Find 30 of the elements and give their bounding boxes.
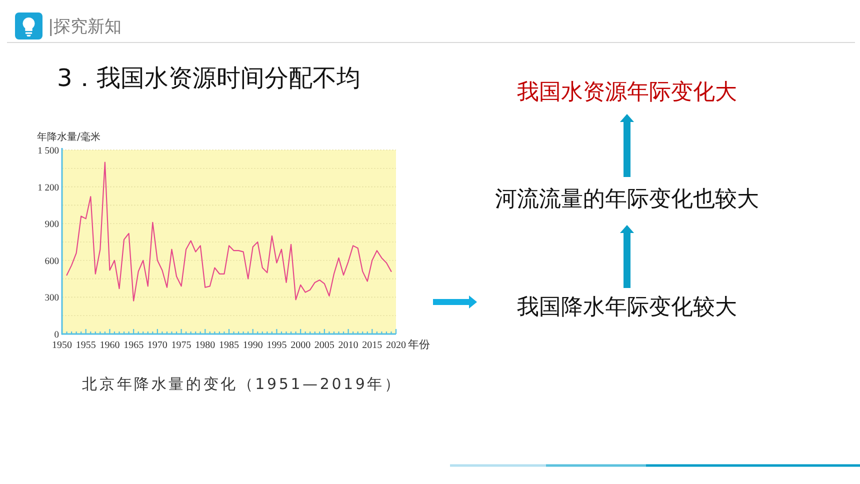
x-tick-label: 1965 xyxy=(124,340,144,351)
y-tick-label: 0 xyxy=(54,330,60,340)
x-tick-label: 1995 xyxy=(266,340,287,351)
x-tick-label: 1950 xyxy=(52,340,72,351)
text: 河流流量的年际变化也较大 xyxy=(495,187,759,212)
x-tick-label: 1955 xyxy=(76,340,96,351)
x-tick-label: 1980 xyxy=(195,340,216,351)
x-tick-label: 2015 xyxy=(362,340,382,351)
x-tick-label: 1970 xyxy=(147,340,168,351)
x-tick-label: 1975 xyxy=(171,340,192,351)
text: 我国降水年际变化较大 xyxy=(517,295,737,320)
line-series xyxy=(66,162,392,302)
x-axis-title: 年份 xyxy=(408,338,430,351)
y-axis-title: 年降水量/毫米 xyxy=(37,131,100,143)
text: 3．我国水资源时间分配不均 xyxy=(57,64,360,92)
y-tick-label: 900 xyxy=(44,220,60,230)
x-tick-label: 1990 xyxy=(242,340,263,351)
x-tick-label: 2020 xyxy=(386,340,406,351)
y-tick-label: 1 500 xyxy=(38,146,60,156)
text: 北京年降水量的变化（1951—2019年） xyxy=(82,375,402,393)
text: |探究新知 xyxy=(48,17,122,37)
text: 我国水资源年际变化大 xyxy=(517,80,737,105)
y-tick-label: 1 200 xyxy=(38,183,60,194)
y-tick-label: 600 xyxy=(44,256,60,267)
x-tick-label: 2000 xyxy=(290,340,311,351)
x-tick-label: 1985 xyxy=(219,340,239,351)
x-tick-label: 1960 xyxy=(100,340,120,351)
y-tick-label: 300 xyxy=(44,294,60,304)
x-tick-label: 2010 xyxy=(338,340,358,351)
x-tick-label: 2005 xyxy=(314,340,334,351)
